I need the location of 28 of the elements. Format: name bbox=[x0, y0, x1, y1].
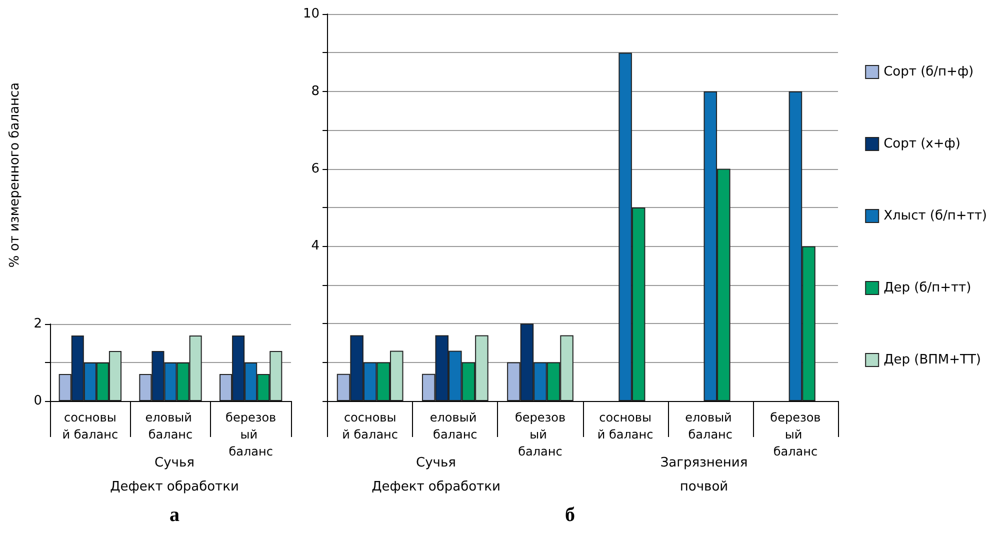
legend-label: Сорт (х+ф) bbox=[884, 136, 960, 152]
x-tick-label: сосновый баланс bbox=[62, 410, 118, 442]
text: Сучья bbox=[416, 456, 456, 470]
x-tick-label: сосновый баланс bbox=[597, 410, 654, 442]
text: а bbox=[170, 504, 180, 526]
x-tick-label: березовый баланс bbox=[770, 410, 821, 458]
x-tick-label: сосновый баланс bbox=[342, 410, 398, 442]
x-tick-label: еловый баланс bbox=[685, 410, 736, 442]
text: б bbox=[565, 504, 575, 526]
text: Сучья bbox=[154, 456, 194, 470]
y-tick-label: 4 bbox=[311, 238, 320, 254]
text: Дефект обработки bbox=[110, 480, 239, 494]
y-tick-label: 6 bbox=[311, 161, 320, 176]
x-tick-label: березовый баланс bbox=[514, 410, 566, 458]
y-tick-label: 8 bbox=[311, 84, 320, 99]
legend-label: Хлыст (б/п+тт) bbox=[884, 208, 988, 224]
x-tick-label: еловый баланс bbox=[430, 410, 480, 442]
y-tick-label: 10 bbox=[302, 6, 320, 22]
y-tick-label: 2 bbox=[34, 316, 42, 332]
legend-label: Дер (ВПМ+ТТ) bbox=[884, 352, 981, 368]
text: Дефект обработки bbox=[372, 480, 500, 494]
x-tick-label: березовый баланс bbox=[226, 410, 276, 458]
y-tick-label: 0 bbox=[34, 394, 42, 408]
legend-label: Дер (б/п+тт) bbox=[884, 280, 972, 296]
y-axis-title: % от измеренного баланса bbox=[8, 82, 22, 268]
legend-label: Сорт (б/п+ф) bbox=[884, 64, 974, 80]
x-tick-label: еловый баланс bbox=[145, 410, 196, 442]
text: Загрязнения почвой bbox=[660, 456, 748, 494]
